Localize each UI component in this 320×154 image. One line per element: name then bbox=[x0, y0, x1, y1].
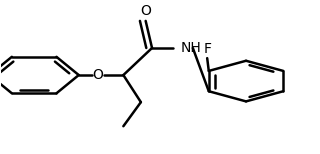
Text: NH: NH bbox=[181, 41, 202, 55]
Text: O: O bbox=[140, 4, 151, 18]
Text: O: O bbox=[92, 68, 103, 82]
Text: F: F bbox=[203, 42, 211, 56]
